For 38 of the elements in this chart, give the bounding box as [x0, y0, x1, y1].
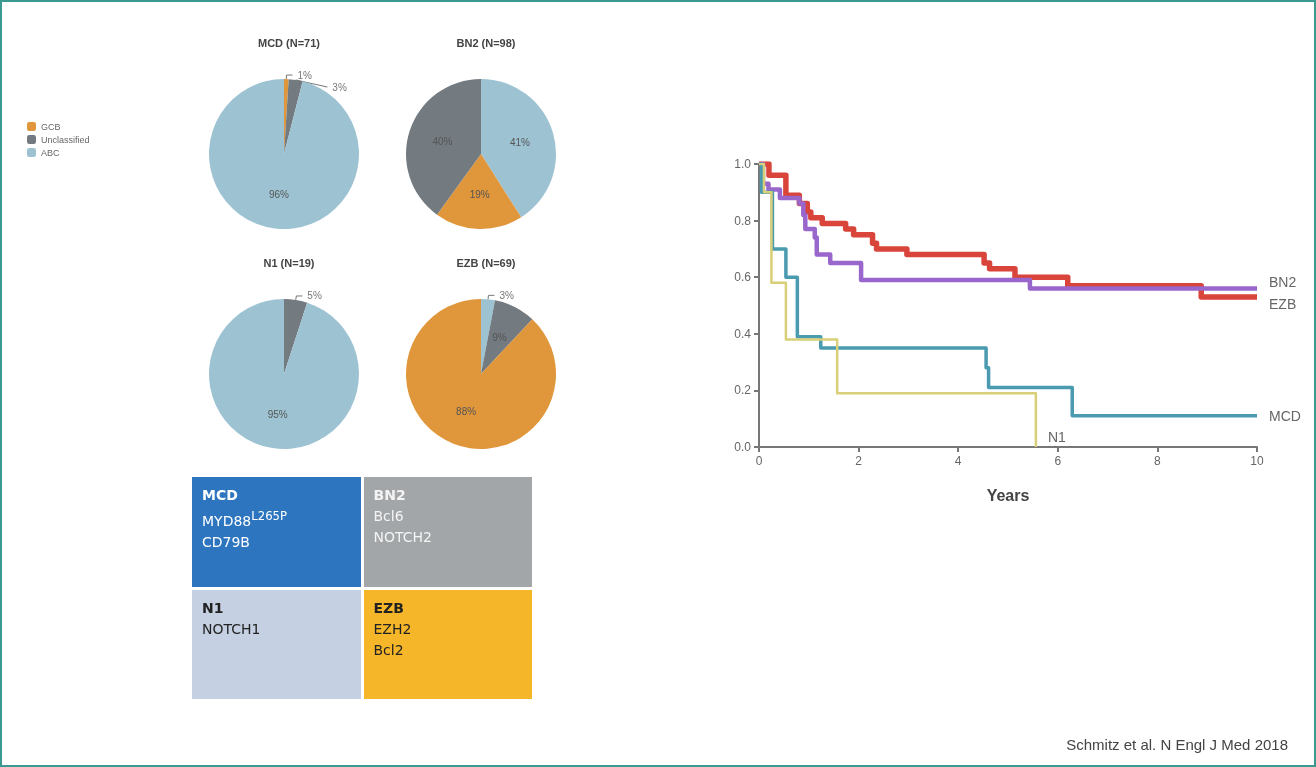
text: Schmitz et al. N Engl J Med 2018 — [1066, 736, 1289, 753]
text: N1 NOTCH1 — [202, 598, 262, 639]
legend-label: GCB — [41, 121, 61, 132]
chart-title: MCD (N=71) — [257, 36, 321, 49]
data-label: 5% — [307, 290, 322, 302]
data-label: 1% — [297, 69, 313, 81]
text: EZB EZH2 Bcl2 — [373, 598, 413, 660]
y-tick-label: 0.2 — [734, 383, 752, 398]
chart-title: EZB (N=69) — [456, 256, 516, 269]
series-label: MCD — [1269, 407, 1301, 424]
y-tick-label: 0.0 — [734, 440, 752, 454]
data-label: 3% — [499, 289, 514, 301]
legend-label: Unclassified — [41, 134, 90, 145]
data-label: 19% — [469, 188, 490, 200]
x-tick-label: 0 — [755, 454, 763, 468]
y-tick-label: 0.8 — [734, 213, 752, 228]
series-label: N1 — [1047, 429, 1066, 445]
chart-title: BN2 (N=98) — [456, 36, 516, 49]
text: BN2 Bcl6 NOTCH2 — [373, 486, 433, 547]
y-tick-label: 1.0 — [734, 157, 752, 171]
data-label: 95% — [267, 408, 288, 420]
legend-label: ABC — [41, 147, 61, 158]
x-axis-title: Years — [986, 486, 1030, 504]
series-label: BN2 — [1269, 273, 1297, 290]
data-label: 88% — [456, 406, 477, 418]
chart-title: N1 (N=19) — [263, 256, 315, 269]
text: MCD MYD88$^{L265P}$ CD79B — [202, 486, 288, 552]
series-label: EZB — [1269, 296, 1297, 313]
x-tick-label: 6 — [1054, 454, 1062, 468]
x-tick-label: 10 — [1250, 454, 1264, 468]
data-label: 41% — [509, 137, 531, 149]
y-tick-label: 0.4 — [734, 326, 752, 341]
data-label: 3% — [332, 81, 347, 93]
data-label: 96% — [268, 188, 290, 200]
x-tick-label: 4 — [954, 454, 962, 468]
x-tick-label: 2 — [855, 454, 863, 468]
y-tick-label: 0.6 — [734, 270, 752, 285]
x-tick-label: 8 — [1154, 454, 1162, 468]
